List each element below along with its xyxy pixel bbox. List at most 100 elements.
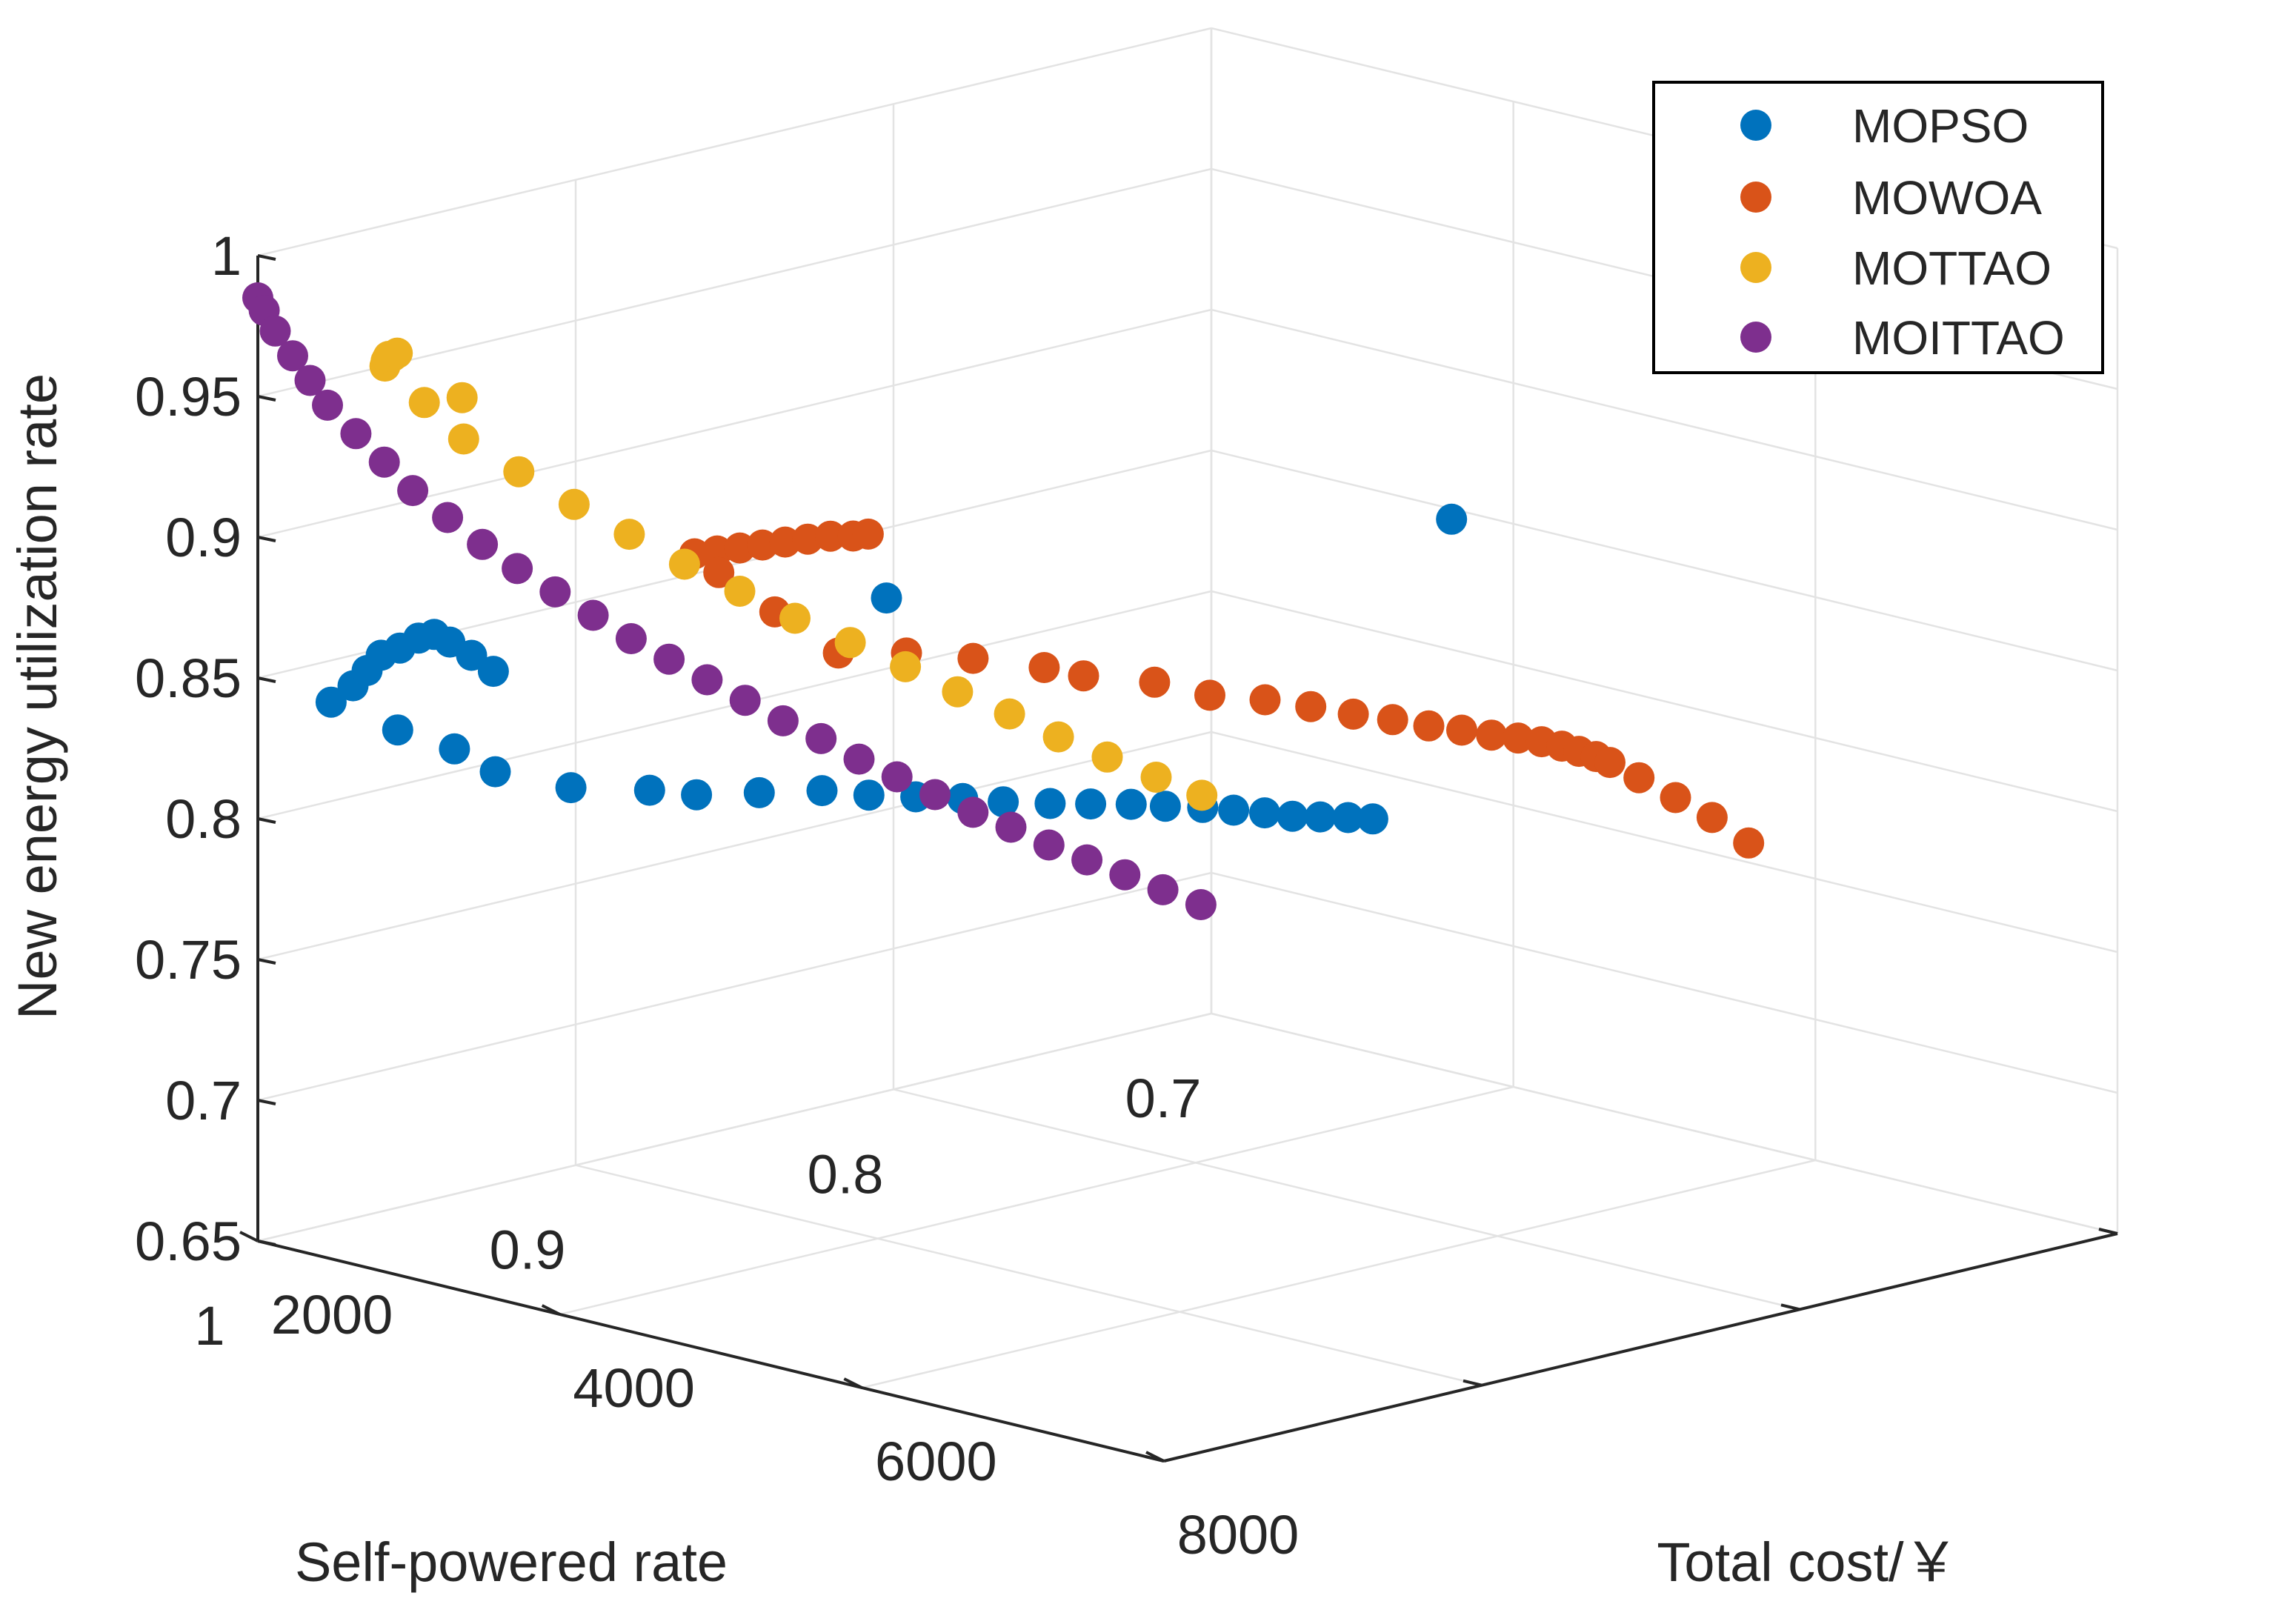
point-mottao (1091, 741, 1123, 773)
x-tick-label: 2000 (271, 1284, 393, 1345)
gridline-z (1211, 871, 2118, 1094)
point-mowoa (852, 518, 884, 550)
point-moittao (1185, 889, 1217, 920)
y-tick (1780, 1303, 1800, 1311)
point-mottao (503, 456, 535, 488)
point-mopso (1249, 797, 1280, 829)
point-mopso (1277, 800, 1308, 832)
legend: MOPSO MOWOA MOTTAO MOITTAO (1652, 81, 2104, 374)
point-moittao (577, 599, 609, 631)
point-mowoa (1139, 666, 1171, 698)
point-mowoa (1503, 722, 1534, 754)
point-mowoa (1446, 714, 1477, 746)
point-moittao (729, 685, 761, 716)
gridline-z (257, 871, 1212, 1102)
gridline-x (559, 1085, 1514, 1316)
point-mopso (1034, 788, 1066, 819)
gridline-z (257, 731, 1212, 961)
point-mopso (633, 774, 665, 806)
gridline-z (1211, 449, 2118, 672)
point-moittao (340, 418, 372, 450)
point-moittao (259, 315, 291, 347)
legend-box (1652, 81, 2104, 374)
point-moittao (432, 502, 464, 533)
point-mopso (1149, 791, 1181, 822)
legend-label-mopso: MOPSO (1852, 99, 2029, 153)
point-moittao (767, 705, 799, 736)
y-axis-label: Self-powered rate (295, 1531, 728, 1593)
points-layer (242, 282, 1765, 920)
z-tick-label: 1 (211, 225, 242, 287)
point-moittao (691, 664, 723, 696)
point-mopso (806, 775, 838, 807)
z-tick-label: 0.85 (135, 648, 242, 709)
point-mopso (1357, 803, 1388, 835)
point-moittao (1147, 874, 1179, 905)
point-moittao (881, 761, 913, 793)
gridline-z (1211, 731, 2118, 954)
legend-label-mowoa: MOWOA (1852, 171, 2042, 224)
y-tick-label: 0.9 (490, 1220, 566, 1281)
x-tick-label: 4000 (573, 1357, 695, 1419)
legend-marker-moittao (1740, 322, 1771, 353)
y-tick-label: 0.7 (1125, 1068, 1202, 1129)
z-tick (257, 676, 276, 683)
point-mowoa (703, 556, 735, 588)
point-mowoa (814, 520, 846, 552)
y-tick-label: 1 (194, 1295, 224, 1357)
z-tick (257, 1099, 276, 1105)
point-mowoa (1623, 762, 1655, 793)
point-moittao (368, 446, 400, 478)
point-moittao (653, 643, 685, 675)
point-mowoa (1249, 684, 1281, 716)
x-tick (239, 1231, 259, 1242)
y-axis-line (257, 1240, 1165, 1463)
point-moittao (957, 796, 989, 828)
point-mottao (408, 387, 440, 419)
z-tick-label: 0.75 (135, 929, 242, 991)
gridline-z (1211, 590, 2118, 813)
point-mopso (1332, 802, 1364, 834)
point-mopso (477, 656, 509, 688)
x-tick (1145, 1451, 1165, 1463)
gridline-y (575, 1164, 1483, 1386)
point-mottao (834, 627, 866, 659)
legend-entry-mottao: MOTTAO (1740, 242, 2052, 295)
point-mowoa (1068, 660, 1099, 692)
y-tick (2098, 1228, 2118, 1235)
legend-label-mottao: MOTTAO (1852, 242, 2052, 295)
gridline-x (257, 1012, 1212, 1242)
z-axis-label: New energy utilization rate (7, 373, 68, 1019)
point-moittao (1109, 859, 1141, 891)
point-mowoa (747, 529, 779, 561)
point-mottao (446, 382, 478, 413)
point-mottao (779, 602, 811, 634)
x-axis-line (1163, 1232, 2118, 1463)
x-tick (541, 1304, 561, 1316)
point-mopso (1115, 788, 1147, 820)
axes-layer: 0.65 0.7 0.75 0.8 0.85 0.9 0.95 1 0.7 0.8 0.9 1 2000… (135, 225, 2118, 1566)
z-tick-label: 0.8 (165, 788, 242, 850)
x-tick (843, 1377, 863, 1389)
point-mowoa (1413, 710, 1445, 742)
point-mottao (1186, 779, 1218, 811)
gridline-y (1211, 1012, 2118, 1235)
point-mopso (456, 639, 488, 671)
legend-entry-moittao: MOITTAO (1740, 311, 2065, 365)
z-tick (257, 958, 276, 965)
y-tick-label: 0.8 (808, 1143, 884, 1205)
point-mowoa (957, 642, 989, 674)
point-mowoa (1337, 698, 1369, 730)
x-tick-label: 8000 (1177, 1504, 1300, 1566)
legend-entry-mowoa: MOWOA (1740, 171, 2042, 224)
x-tick-label: 6000 (875, 1431, 997, 1492)
point-mopso (1436, 503, 1468, 535)
point-mopso (681, 779, 713, 811)
point-moittao (502, 553, 533, 585)
point-mopso (315, 686, 347, 718)
point-mowoa (792, 523, 824, 555)
point-mottao (382, 337, 413, 369)
z-tick (257, 395, 276, 402)
legend-marker-mottao (1740, 252, 1771, 283)
point-moittao (805, 722, 837, 754)
